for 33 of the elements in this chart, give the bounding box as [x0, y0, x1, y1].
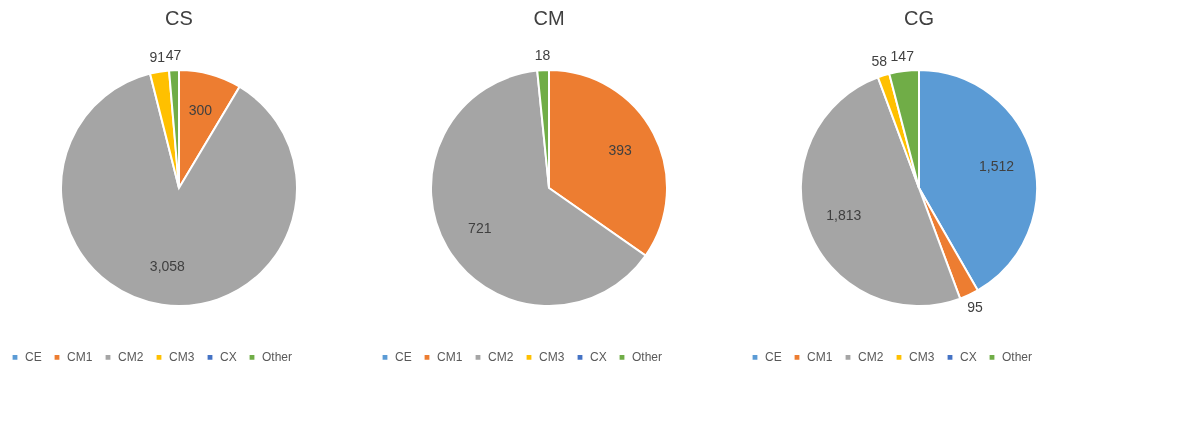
legend-label: Other: [1002, 350, 1033, 365]
data-label: 18: [534, 47, 551, 64]
data-label: 147: [890, 48, 915, 65]
legend-label: CM1: [437, 350, 463, 365]
legend-label: CE: [765, 350, 782, 365]
data-label: 721: [468, 219, 492, 236]
legend-label: CM1: [67, 350, 93, 365]
legend-label: CE: [25, 350, 42, 365]
legend-label: CM2: [118, 350, 144, 365]
data-label: 91: [149, 48, 166, 65]
legend-label: CM3: [169, 350, 195, 365]
data-label: 1,813: [826, 206, 862, 223]
legend-label: CM3: [909, 350, 935, 365]
data-label: 393: [608, 141, 633, 158]
chart-title: CG: [904, 7, 934, 29]
legend-label: CX: [960, 350, 977, 365]
data-label: 3,058: [149, 258, 186, 275]
data-label: 300: [188, 101, 213, 118]
data-label: 58: [871, 53, 888, 70]
legend-label: Other: [262, 350, 293, 365]
chart-title: CS: [165, 7, 193, 29]
legend-label: CX: [220, 350, 237, 365]
legend-label: CE: [395, 350, 412, 365]
legend-label: CM1: [807, 350, 833, 365]
legend-label: Other: [632, 350, 663, 365]
legend-label: CM3: [539, 350, 565, 365]
data-label: 95: [967, 298, 984, 315]
chart-title: CM: [533, 7, 565, 29]
data-label: 47: [165, 47, 182, 64]
legend-label: CM2: [858, 350, 884, 365]
data-label: 1,512: [979, 158, 1015, 175]
legend-label: CM2: [488, 350, 514, 365]
legend-label: CX: [590, 350, 607, 365]
